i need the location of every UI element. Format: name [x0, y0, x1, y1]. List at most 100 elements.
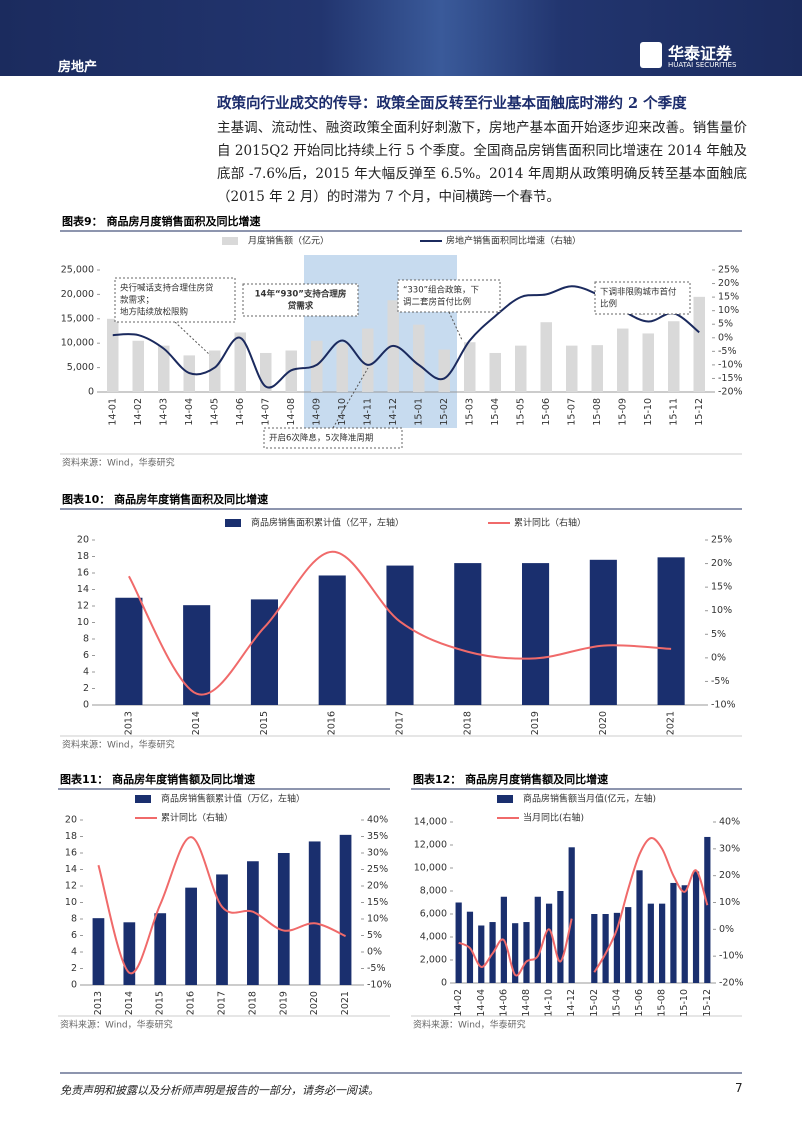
- bar: [489, 352, 501, 392]
- bar: [234, 332, 246, 392]
- x-tick-label: 2015: [259, 711, 270, 735]
- y2-tick-label: -15%: [718, 373, 743, 384]
- annotation-box: [263, 427, 403, 449]
- y2-tick-label: 0%: [367, 947, 382, 958]
- annotation-leader: [174, 321, 211, 356]
- y2-tick-label: 20%: [711, 558, 732, 569]
- x-tick-label: 15-07: [566, 398, 577, 426]
- x-tick-label: 2017: [395, 711, 406, 735]
- x-tick-label: 15-10: [643, 398, 654, 426]
- y-tick-label: 0: [83, 700, 89, 711]
- y-tick-label: 0: [441, 978, 447, 989]
- annotation-text: 地方陆续放松限购: [120, 307, 188, 318]
- x-tick-label: 14-09: [311, 398, 322, 426]
- y-tick-label: 8: [71, 914, 77, 925]
- y-tick-label: 14,000: [414, 817, 447, 828]
- y2-tick-label: 40%: [367, 815, 388, 826]
- x-tick-label: 2015: [155, 991, 166, 1015]
- bar: [534, 896, 541, 983]
- x-tick-label: 2013: [123, 711, 134, 735]
- y2-tick-label: 10%: [367, 914, 388, 925]
- y-tick-label: 4: [71, 947, 77, 958]
- y2-tick-label: 0%: [719, 924, 734, 935]
- y-tick-label: 10,000: [61, 338, 94, 349]
- bar: [512, 923, 519, 983]
- annotation-text: 调二套房首付比例: [403, 297, 471, 308]
- bar: [566, 345, 578, 392]
- x-tick-label: 14-08: [286, 398, 297, 426]
- x-tick-label: 2016: [327, 711, 338, 735]
- annotation-text: “330”组合政策，下: [403, 285, 480, 296]
- annotation-box: [594, 281, 691, 315]
- x-tick-label: 15-02: [439, 398, 450, 426]
- legend-label: 商品房销售额累计值（万亿，左轴）: [161, 793, 305, 805]
- bar: [636, 870, 643, 983]
- y-tick-label: 2: [71, 963, 77, 974]
- bar: [123, 922, 136, 985]
- y2-tick-label: 30%: [719, 843, 740, 854]
- x-tick-label: 15-05: [515, 398, 526, 426]
- bar: [693, 296, 705, 392]
- y-tick-label: 0: [88, 387, 94, 398]
- y2-tick-label: 10%: [719, 897, 740, 908]
- legend-swatch: [135, 795, 151, 803]
- x-tick-label: 14-07: [260, 398, 271, 426]
- y2-tick-label: 15%: [367, 897, 388, 908]
- x-tick-label: 2017: [217, 991, 228, 1015]
- y-tick-label: 2: [83, 683, 89, 694]
- bar: [183, 605, 211, 705]
- header-banner: [0, 0, 802, 76]
- bar: [311, 340, 323, 392]
- bar: [158, 345, 170, 392]
- x-tick-label: 2021: [340, 991, 351, 1015]
- bar: [692, 871, 700, 983]
- logo-subtext: HUATAI SECURITIES: [668, 61, 737, 69]
- x-tick-label: 2018: [462, 711, 473, 735]
- bar: [454, 563, 482, 705]
- y2-tick-label: 5%: [711, 629, 726, 640]
- y2-tick-label: 25%: [711, 535, 732, 546]
- x-tick-label: 15-06: [634, 989, 645, 1017]
- bar: [247, 861, 259, 985]
- y2-tick-label: 10%: [711, 605, 732, 616]
- y-tick-label: 5,000: [67, 362, 94, 373]
- legend-label: 累计同比（右轴）: [161, 812, 233, 824]
- y-tick-label: 16: [65, 848, 77, 859]
- bar: [591, 345, 603, 392]
- x-tick-label: 14-02: [133, 398, 144, 426]
- bar: [704, 836, 711, 983]
- bar: [339, 834, 352, 985]
- annotation-text: 下调非限购城市首付: [600, 287, 677, 298]
- x-tick-label: 15-04: [490, 398, 501, 426]
- y-tick-label: 18: [65, 831, 77, 842]
- y-tick-label: 6: [83, 650, 89, 661]
- y2-tick-label: -10%: [719, 951, 744, 962]
- bar: [523, 922, 530, 983]
- legend-label: 商品房销售面积累计值（亿平，左轴）: [251, 517, 404, 529]
- x-tick-label: 14-06: [498, 989, 509, 1017]
- y2-tick-label: -5%: [718, 346, 737, 357]
- annotation-text: 央行喊话支持合理住房贷: [120, 283, 214, 294]
- y2-tick-label: -10%: [718, 359, 743, 370]
- x-tick-label: 15-08: [657, 989, 668, 1017]
- bar: [647, 903, 654, 983]
- source: 资料来源：Wind，华泰研究: [62, 739, 175, 751]
- x-tick-label: 14-02: [453, 989, 464, 1017]
- y-tick-label: 18: [77, 551, 89, 562]
- line: [458, 837, 709, 977]
- y-tick-label: 6,000: [420, 909, 447, 920]
- annotation-leader: [332, 367, 369, 429]
- annotation-text: 款需求；: [120, 295, 154, 306]
- bar: [668, 321, 680, 392]
- bar: [438, 349, 450, 392]
- bar: [132, 340, 144, 392]
- x-tick-label: 14-10: [337, 398, 348, 426]
- x-tick-label: 15-01: [413, 398, 424, 426]
- x-tick-label: 2021: [666, 711, 677, 735]
- y2-tick-label: -20%: [719, 978, 744, 989]
- chart-title: 图表11： 商品房年度销售额及同比增速: [60, 772, 255, 786]
- y-tick-label: 16: [77, 568, 89, 579]
- y-tick-label: 2,000: [420, 955, 447, 966]
